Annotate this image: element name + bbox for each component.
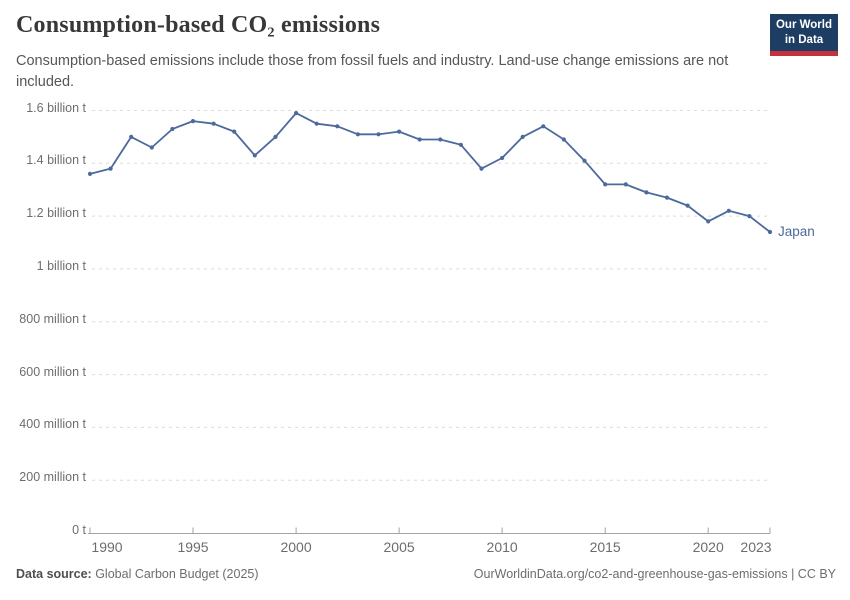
- data-source-value: Global Carbon Budget (2025): [91, 567, 259, 581]
- data-point-marker: [232, 129, 237, 134]
- data-point-marker: [335, 124, 340, 129]
- owid-logo-line1: Our World: [775, 19, 832, 31]
- data-source-label: Data source:: [16, 567, 92, 581]
- data-point-marker: [582, 158, 587, 163]
- data-point-marker: [252, 153, 257, 158]
- footer: Data source: Global Carbon Budget (2025)…: [16, 567, 836, 581]
- data-point-marker: [211, 121, 216, 126]
- data-point-marker: [644, 190, 649, 195]
- y-axis-tick-label: 200 million t: [19, 470, 86, 485]
- footer-link[interactable]: OurWorldinData.org/co2-and-greenhouse-ga…: [473, 567, 836, 581]
- owid-logo-box: Our World in Data: [770, 14, 838, 52]
- data-point-marker: [747, 214, 752, 219]
- x-axis-tick-label: 2023: [740, 539, 772, 555]
- y-axis-tick-label: 1.2 billion t: [26, 206, 86, 221]
- x-axis-tick-label: 2010: [486, 539, 518, 555]
- data-point-marker: [479, 166, 484, 171]
- y-axis-tick-label: 1.6 billion t: [26, 100, 86, 115]
- data-point-marker: [87, 171, 93, 176]
- data-point-marker: [458, 142, 463, 147]
- y-axis-tick-label: 600 million t: [19, 364, 86, 379]
- data-point-marker: [397, 129, 402, 134]
- y-axis-tick-label: 400 million t: [19, 417, 86, 432]
- data-point-marker: [438, 137, 443, 142]
- data-point-marker: [294, 111, 299, 116]
- data-point-marker: [500, 155, 505, 161]
- data-point-marker: [685, 203, 690, 208]
- data-point-marker: [129, 134, 134, 139]
- x-axis-tick-label: 2000: [280, 539, 312, 555]
- data-point-marker: [149, 145, 154, 150]
- chart-title: Consumption-based CO₂ emissions: [16, 12, 381, 38]
- data-point-marker: [170, 126, 175, 132]
- data-point-marker: [355, 132, 360, 137]
- y-axis-tick-label: 800 million t: [19, 311, 86, 326]
- data-point-marker: [664, 195, 670, 200]
- series-line-japan[interactable]: [89, 112, 771, 233]
- data-point-marker: [417, 137, 422, 142]
- data-point-marker: [541, 124, 546, 129]
- data-point-marker: [706, 219, 711, 224]
- data-point-marker: [314, 121, 319, 126]
- x-axis-tick-label: 2005: [383, 539, 415, 555]
- data-point-marker: [520, 134, 525, 139]
- owid-logo[interactable]: Our World in Data: [770, 14, 838, 57]
- data-point-marker: [561, 137, 567, 142]
- data-source: Data source: Global Carbon Budget (2025): [16, 567, 259, 581]
- data-point-marker: [726, 208, 731, 213]
- x-axis-tick-label: 1995: [177, 539, 209, 555]
- series-end-label[interactable]: Japan: [778, 224, 815, 239]
- y-axis-tick-label: 1 billion t: [36, 258, 86, 273]
- data-point-marker: [190, 119, 196, 124]
- data-point-marker: [767, 229, 773, 235]
- owid-logo-red-bar: [770, 51, 838, 57]
- y-axis-tick-label: 0 t: [72, 523, 86, 537]
- chart-subtitle: Consumption-based emissions include thos…: [16, 53, 729, 91]
- data-point-marker: [603, 182, 608, 187]
- data-point-marker: [376, 132, 381, 137]
- x-axis-tick-label: 1990: [91, 539, 123, 555]
- owid-logo-line2: in Data: [784, 34, 824, 47]
- x-axis-tick-label: 2015: [589, 539, 621, 555]
- data-point-marker: [108, 166, 113, 171]
- y-axis-tick-label: 1.4 billion t: [26, 153, 86, 168]
- x-axis-tick-label: 2020: [692, 539, 724, 555]
- data-point-marker: [623, 182, 628, 187]
- data-point-marker: [273, 134, 278, 139]
